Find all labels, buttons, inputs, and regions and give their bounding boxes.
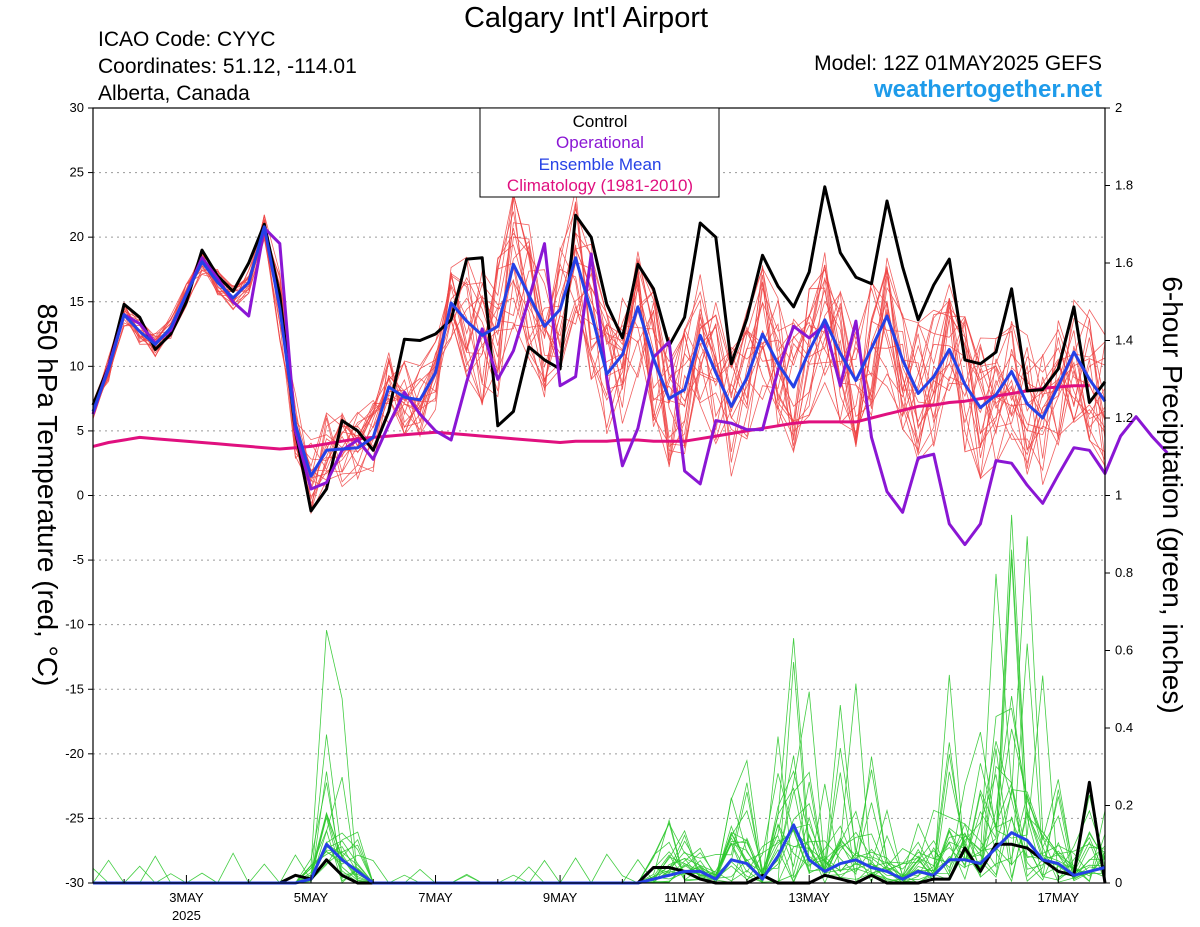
y-tick-label: 30 bbox=[70, 100, 84, 115]
y-tick-label: 25 bbox=[70, 165, 84, 180]
y-tick-label: -30 bbox=[65, 875, 84, 890]
y2-tick-label: 0.6 bbox=[1115, 643, 1133, 658]
x-tick-label: 9MAY bbox=[543, 890, 578, 905]
y-tick-label: -10 bbox=[65, 617, 84, 632]
y-tick-label: 20 bbox=[70, 229, 84, 244]
y2-tick-label: 0.8 bbox=[1115, 565, 1133, 580]
y-tick-label: 15 bbox=[70, 294, 84, 309]
y-tick-label: -5 bbox=[72, 552, 84, 567]
y-tick-label: -15 bbox=[65, 681, 84, 696]
precip-member-line bbox=[93, 514, 1106, 884]
y2-axis-label: 6-hour Precipitation (green, inches) bbox=[1157, 276, 1188, 713]
chart-title: Calgary Int'l Airport bbox=[463, 2, 709, 34]
ensemble-precip-members bbox=[92, 514, 1106, 884]
y-tick-label: -25 bbox=[65, 810, 84, 825]
precip-member-line bbox=[93, 638, 1106, 884]
y-axis-right: 2 1.8 1.6 1.4 1.2 1 0.8 0.6 0.4 0.2 0 bbox=[1105, 100, 1133, 890]
legend-climatology: Climatology (1981-2010) bbox=[507, 176, 693, 195]
y2-tick-label: 1.8 bbox=[1115, 178, 1133, 193]
legend-ensemble-mean: Ensemble Mean bbox=[539, 155, 662, 174]
y2-tick-label: 1.2 bbox=[1115, 410, 1133, 425]
x-tick-label: 5MAY bbox=[294, 890, 329, 905]
precip-member-line bbox=[93, 643, 1106, 884]
x-tick-label: 3MAY bbox=[169, 890, 204, 905]
x-tick-label: 7MAY bbox=[418, 890, 453, 905]
precip-member-line bbox=[93, 742, 1106, 884]
legend-control: Control bbox=[573, 112, 628, 131]
x-tick-label: 17MAY bbox=[1037, 890, 1079, 905]
x-tick-year: 2025 bbox=[172, 908, 201, 923]
y2-tick-label: 0 bbox=[1115, 875, 1122, 890]
operational-temperature-line bbox=[91, 226, 1169, 547]
y-tick-label: 5 bbox=[77, 423, 84, 438]
model-run: Model: 12Z 01MAY2025 GEFS bbox=[814, 52, 1102, 75]
coordinates: Coordinates: 51.12, -114.01 bbox=[98, 55, 357, 78]
x-axis: 3MAY 2025 5MAY 7MAY 9MAY 11MAY 13MAY 15MAY 17MAY bbox=[123, 875, 1079, 923]
x-tick-label: 15MAY bbox=[913, 890, 955, 905]
legend-box bbox=[479, 107, 720, 198]
icao-code: ICAO Code: CYYC bbox=[98, 28, 276, 51]
y2-tick-label: 1 bbox=[1115, 488, 1122, 503]
y2-tick-label: 1.4 bbox=[1115, 333, 1133, 348]
site-link[interactable]: weathertogether.net bbox=[873, 76, 1102, 103]
y-axis-label: 850 hPa Temperature (red, °C) bbox=[32, 304, 63, 687]
climatology-1981-2010-temperature-line bbox=[92, 384, 1090, 451]
precip-member-line bbox=[93, 573, 1106, 884]
y-tick-label: -20 bbox=[65, 746, 84, 761]
legend-operational: Operational bbox=[556, 133, 644, 152]
precip-member-line bbox=[93, 707, 1106, 884]
precip-member-line bbox=[93, 549, 1106, 884]
x-tick-label: 13MAY bbox=[788, 890, 830, 905]
ensemble-mean-temperature-line bbox=[91, 225, 1107, 478]
y2-tick-label: 0.2 bbox=[1115, 798, 1133, 813]
y-tick-label: 10 bbox=[70, 358, 84, 373]
x-tick-label: 11MAY bbox=[664, 890, 705, 905]
y2-tick-label: 1.6 bbox=[1115, 255, 1133, 270]
y2-tick-label: 2 bbox=[1115, 100, 1122, 115]
ensemble-temp-members bbox=[92, 189, 1106, 515]
y-axis-left: 30 25 20 15 10 5 0 -5 -10 -15 -20 -25 -30 bbox=[65, 100, 93, 890]
y-tick-label: 0 bbox=[77, 488, 84, 503]
y2-tick-label: 0.4 bbox=[1115, 720, 1133, 735]
region: Alberta, Canada bbox=[98, 82, 250, 105]
legend: Control Operational Ensemble Mean Climat… bbox=[479, 107, 720, 198]
